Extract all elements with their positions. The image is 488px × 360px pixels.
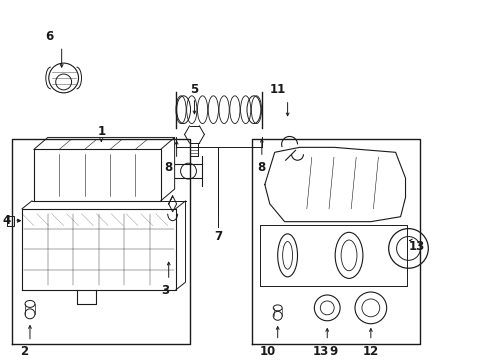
- Text: 11: 11: [269, 84, 285, 96]
- Text: 3: 3: [162, 284, 169, 297]
- Text: 12: 12: [362, 345, 378, 358]
- Text: 1: 1: [97, 125, 105, 138]
- Text: 2: 2: [20, 345, 28, 358]
- Text: 4: 4: [2, 214, 10, 227]
- Text: 10: 10: [259, 345, 275, 358]
- Text: 5: 5: [190, 84, 198, 96]
- Text: 7: 7: [214, 230, 222, 243]
- Text: 9: 9: [328, 345, 337, 358]
- Text: 6: 6: [45, 30, 54, 43]
- Text: 13: 13: [407, 240, 424, 253]
- Text: 8: 8: [257, 161, 265, 174]
- Text: 13: 13: [312, 345, 329, 358]
- Bar: [7, 216, 14, 226]
- Text: 8: 8: [164, 161, 172, 174]
